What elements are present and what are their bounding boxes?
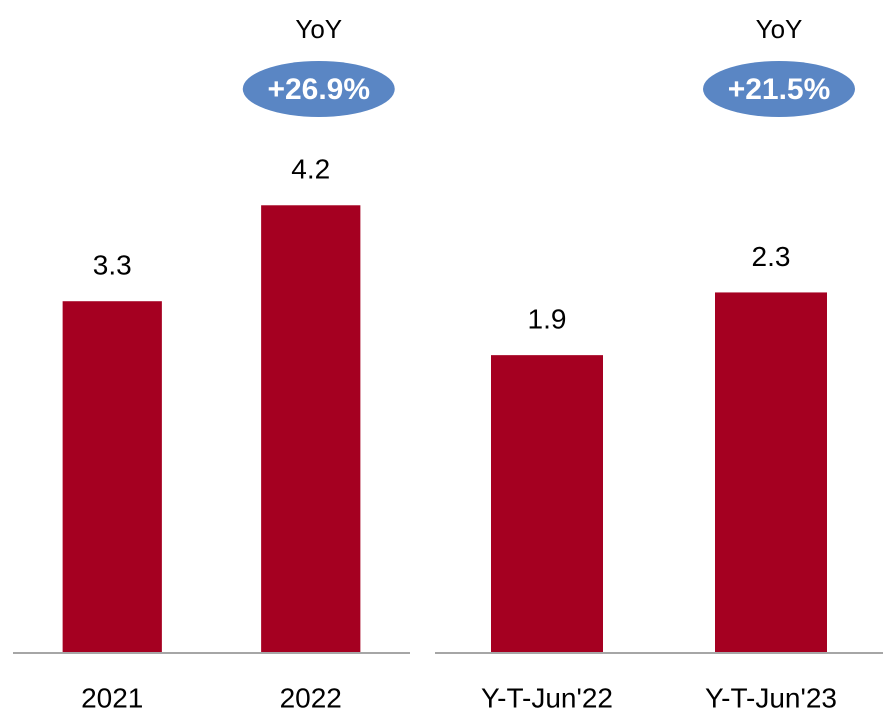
- value-label: 3.3: [93, 250, 132, 281]
- annotation-badge: [703, 61, 855, 117]
- value-label: 4.2: [291, 154, 330, 185]
- value-label: 2.3: [752, 241, 791, 272]
- bar: [62, 301, 162, 653]
- annotation-label: YoY: [756, 14, 803, 44]
- bar: [261, 205, 361, 653]
- annotation-badge: [242, 61, 395, 117]
- x-tick-label: Y-T-Jun'22: [481, 682, 613, 713]
- x-tick-label: 2021: [81, 682, 143, 713]
- bar: [715, 292, 827, 653]
- annotation-text: +21.5%: [728, 73, 831, 106]
- x-tick-label: Y-T-Jun'23: [705, 682, 837, 713]
- annotation-label: YoY: [295, 14, 342, 44]
- bar: [491, 355, 603, 653]
- x-tick-label: 2022: [280, 682, 342, 713]
- annotation-text: +26.9%: [267, 73, 370, 106]
- value-label: 1.9: [528, 304, 567, 335]
